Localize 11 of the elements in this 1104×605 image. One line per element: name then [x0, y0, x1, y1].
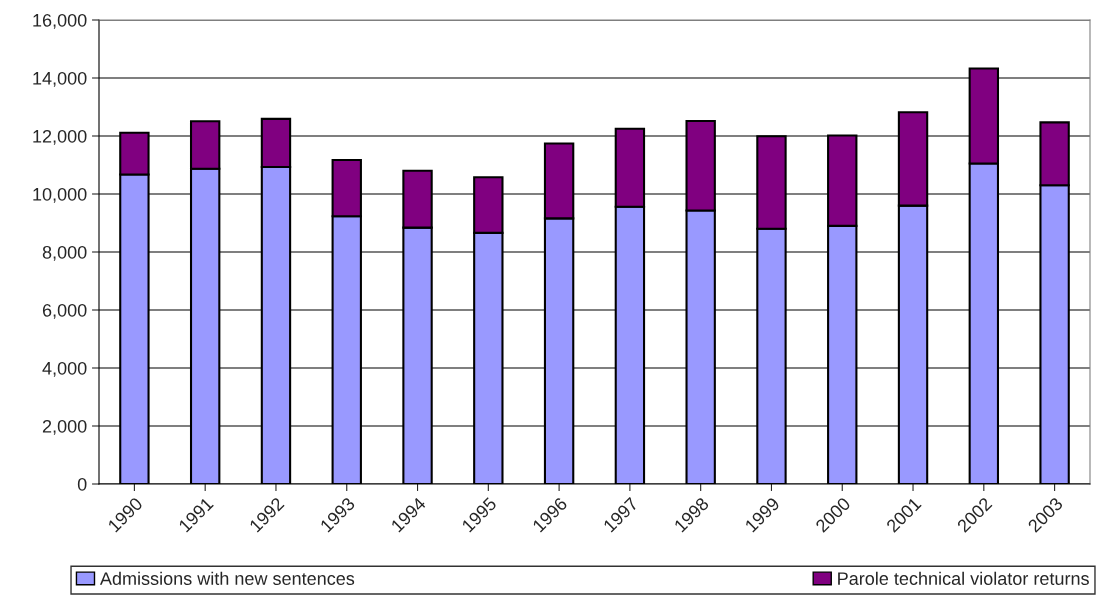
- y-tick-label: 4,000: [42, 361, 87, 377]
- y-tick-label: 8,000: [42, 245, 87, 261]
- y-tick-label: 2,000: [42, 419, 87, 435]
- y-tick-label: 0: [77, 477, 87, 491]
- legend-label: Admissions with new sentences: [99, 571, 355, 585]
- y-tick-label: 14,000: [33, 71, 87, 87]
- y-tick-label: 12,000: [33, 129, 87, 145]
- legend-label: Parole technical violator returns: [838, 571, 1089, 585]
- y-tick-label: 10,000: [33, 187, 87, 203]
- y-tick-label: 16,000: [33, 13, 87, 29]
- y-tick-label: 6,000: [42, 303, 87, 319]
